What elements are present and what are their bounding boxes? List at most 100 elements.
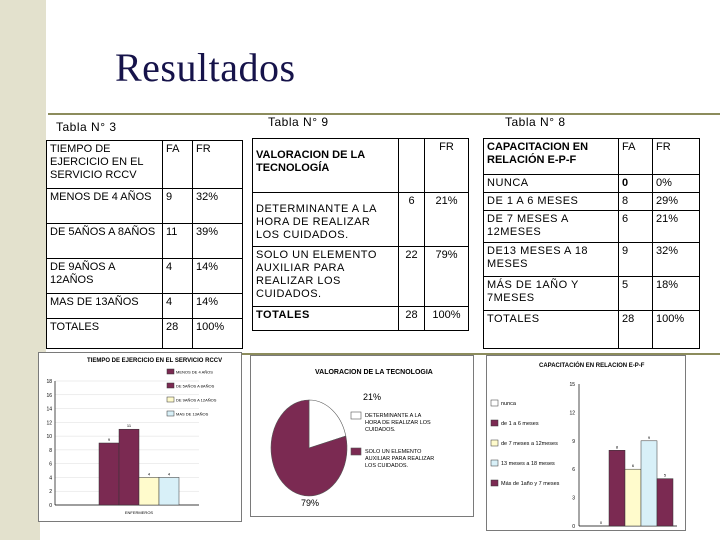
table3-caption: Tabla N° 3: [56, 120, 117, 134]
chart3-legend-swatch: [490, 399, 499, 407]
divider-bottom: [48, 353, 720, 355]
chart3-bar: [624, 468, 642, 527]
table8-cell: 5: [618, 276, 653, 311]
chart2-slice-label: 21%: [363, 392, 381, 402]
chart1-y-tick: 16: [46, 393, 52, 399]
chart-capacitacion: CAPACITACIÓN EN RELACION E-P-F 0 3 6 9 12 15 0…: [486, 355, 686, 531]
chart3-legend-swatch: [490, 459, 499, 467]
chart3-legend-swatch: [490, 479, 499, 487]
chart1-legend-swatch: [166, 368, 175, 375]
table3-cell: 9: [162, 188, 193, 224]
chart1-legend-swatch: [166, 382, 175, 389]
table9-caption: Tabla N° 9: [268, 115, 329, 129]
table8-cell: 32%: [652, 242, 700, 277]
table3-total: TOTALES: [46, 318, 163, 349]
chart1-bar: [138, 477, 160, 506]
chart-tiempo-ejercicio: TIEMPO DE EJERCICIO EN EL SERVICIO RCCV …: [38, 352, 242, 522]
table9-cell: 79%: [424, 246, 469, 307]
chart1-y-tick: 6: [49, 462, 52, 468]
table3-cell: 14%: [192, 293, 243, 319]
chart1-legend-label: DE 5AÑOS A 8AÑOS: [176, 384, 215, 389]
chart3-legend-label: nunca: [501, 401, 517, 407]
table3-cell: 4: [162, 293, 193, 319]
chart3-title: CAPACITACIÓN EN RELACION E-P-F: [539, 363, 645, 369]
chart2-plot: 21% 79% DETERMINANTE A LA HORA DE REALIZAR …: [270, 392, 434, 508]
chart3-y-tick: 0: [572, 524, 575, 530]
chart1-y-tick: 8: [49, 448, 52, 454]
chart1-legend-swatch: [166, 410, 175, 417]
chart3-y-tick: 12: [569, 410, 575, 416]
table9-cell: SOLO UN ELEMENTO AUXILIAR PARA REALIZAR …: [252, 246, 399, 307]
chart1-y-tick: 18: [46, 379, 52, 385]
chart1-bar: [158, 477, 180, 506]
chart3-data-label: 8: [616, 444, 619, 449]
chart1-legend-label: DE 9AÑOS A 12AÑOS: [176, 398, 217, 403]
chart1-data-label: 11: [127, 423, 132, 428]
table9-total: 100%: [424, 306, 469, 331]
chart3-plot: 0 3 6 9 12 15 0 8 6 9 5 nunca de 1 a 6 meses de 7 mes…: [490, 382, 677, 530]
table8-cell: DE13 MESES A 18 MESES: [483, 242, 619, 277]
table9-header-1: [398, 138, 425, 193]
chart1-legend-swatch: [166, 396, 175, 403]
table3-total: 28: [162, 318, 193, 349]
chart3-bar: [608, 450, 626, 527]
chart1-y-tick: 14: [46, 407, 52, 413]
table9-cell: 6: [398, 192, 425, 247]
table8-cell: NUNCA: [483, 174, 619, 193]
accent-bar: [0, 0, 46, 383]
table3-cell: 39%: [192, 223, 243, 259]
table8-cell: DE 1 A 6 MESES: [483, 192, 619, 211]
chart2-slice: [270, 399, 348, 497]
table8-cell: 6: [618, 210, 653, 243]
table9: VALORACION DE LA TECNOLOGÍA FR DETERMINA…: [252, 138, 469, 331]
chart1-data-label: 9: [108, 437, 111, 442]
chart3-data-label: 6: [632, 463, 635, 468]
chart3-y-tick: 6: [572, 467, 575, 473]
chart3-y-tick: 15: [569, 382, 575, 388]
table8-cell: 21%: [652, 210, 700, 243]
table3-header-1: FA: [162, 140, 193, 189]
chart2-legend-label: DETERMINANTE A LA HORA DE REALIZAR LOS CUI…: [365, 413, 431, 433]
table9-total: 28: [398, 306, 425, 331]
table9-cell: 22: [398, 246, 425, 307]
table3-header-2: FR: [192, 140, 243, 189]
table8-cell: 8: [618, 192, 653, 211]
chart3-y-tick: 9: [572, 439, 575, 445]
chart1-y-tick: 12: [46, 420, 52, 426]
table8-header-0: CAPACITACION EN RELACIÓN E-P-F: [483, 138, 619, 175]
table3-header-0: TIEMPO DE EJERCICIO EN EL SERVICIO RCCV: [46, 140, 163, 189]
chart1-legend-label: MAS DE 13AÑOS: [176, 412, 209, 417]
table8-cell: 0: [618, 174, 653, 193]
table3-cell: MAS DE 13AÑOS: [46, 293, 163, 319]
chart-valoracion-tecnologia: VALORACION DE LA TECNOLOGIA 21% 79% DETERM…: [250, 355, 474, 517]
chart2-legend-swatch: [350, 447, 362, 456]
chart3-legend-swatch: [490, 419, 499, 427]
table3-cell: MENOS DE 4 AÑOS: [46, 188, 163, 224]
table9-total: TOTALES: [252, 306, 399, 331]
table8-caption: Tabla N° 8: [505, 115, 566, 129]
chart3-y-tick: 3: [572, 496, 575, 502]
chart3-bar: [656, 478, 674, 527]
table8-cell: DE 7 MESES A 12MESES: [483, 210, 619, 243]
table8-header-2: FR: [652, 138, 700, 175]
chart1-y-tick: 2: [49, 489, 52, 495]
table3-cell: DE 5AÑOS A 8AÑOS: [46, 223, 163, 259]
chart2-legend-label: SOLO UN ELEMENTO AUXILIAR PARA REALIZAR LO…: [365, 449, 434, 469]
slide-title: Resultados: [115, 45, 296, 90]
chart2-slice-label: 79%: [301, 498, 319, 508]
table3-cell: 11: [162, 223, 193, 259]
chart1-legend-label: MENOS DE 4 AÑOS: [176, 370, 213, 375]
table3-cell: 14%: [192, 258, 243, 294]
chart1-y-tick: 4: [49, 475, 52, 481]
table3-cell: 4: [162, 258, 193, 294]
table3-cell: DE 9AÑOS A 12AÑOS: [46, 258, 163, 294]
table8: CAPACITACION EN RELACIÓN E-P-F FA FR NUN…: [483, 138, 700, 349]
accent-bar-lower: [0, 383, 40, 540]
table9-header-2: FR: [424, 138, 469, 193]
chart3-legend-label: 13 meses a 18 meses: [501, 461, 555, 467]
table9-header-0: VALORACION DE LA TECNOLOGÍA: [252, 138, 399, 193]
chart1-bar: [98, 442, 120, 506]
chart1-title: TIEMPO DE EJERCICIO EN EL SERVICIO RCCV: [87, 358, 223, 364]
table3-total: 100%: [192, 318, 243, 349]
table8-cell: 9: [618, 242, 653, 277]
